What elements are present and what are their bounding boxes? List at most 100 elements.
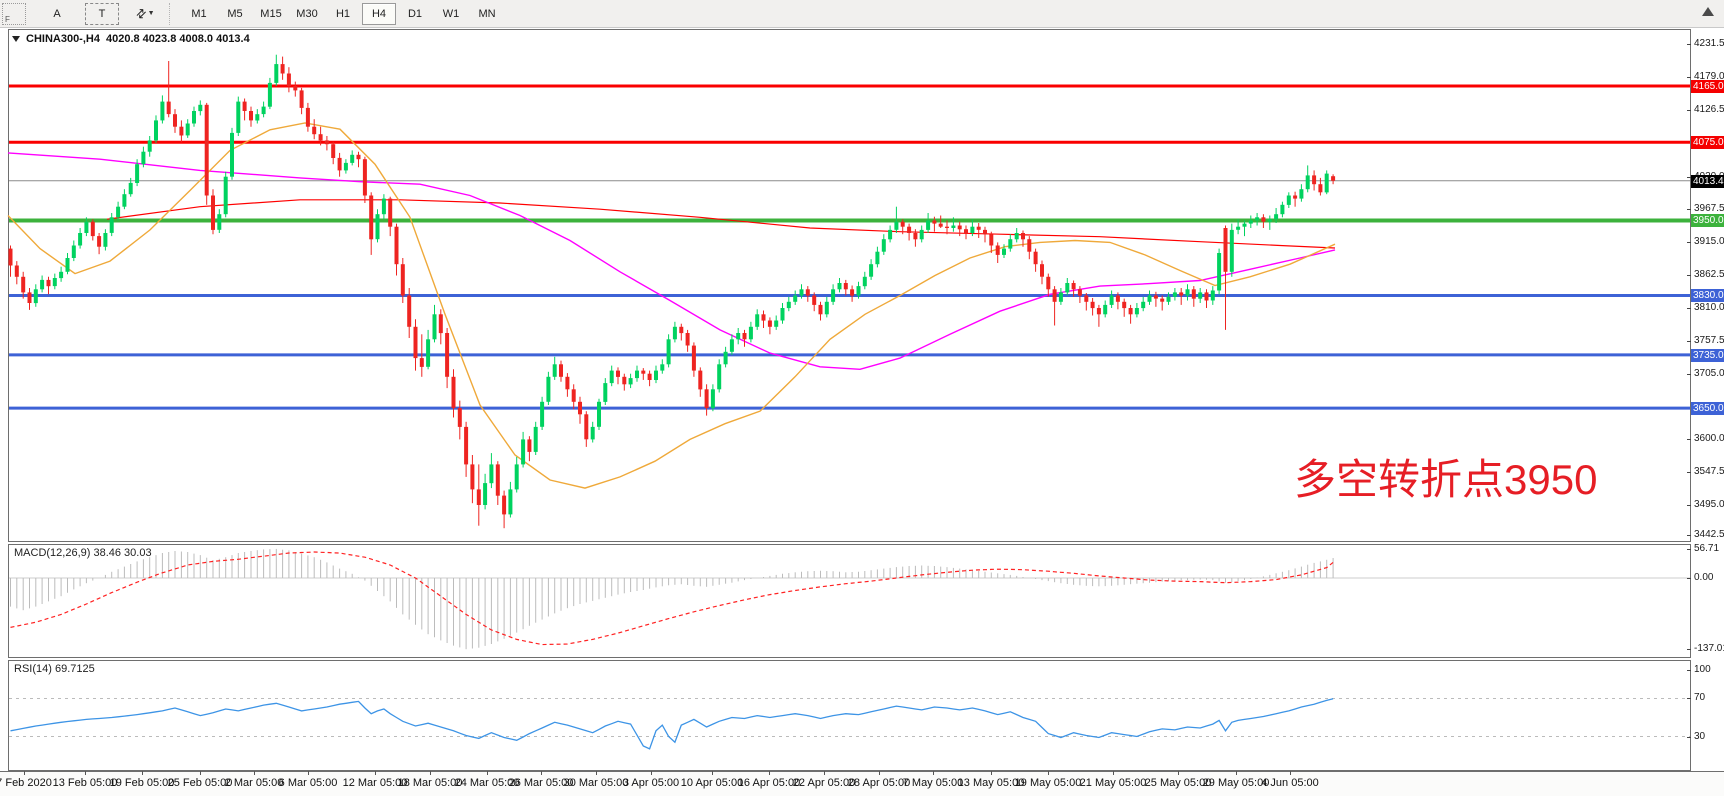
date-label: 29 May 05:00 xyxy=(1202,777,1270,789)
date-tick-mark xyxy=(1048,771,1049,775)
indicator-tick-label: 0.00 xyxy=(1694,572,1714,583)
chart-title: CHINA300-,H4 4020.8 4023.8 4008.0 4013.4 xyxy=(12,33,250,45)
toolbar-separator xyxy=(169,2,175,25)
indicator-tick-mark xyxy=(1687,549,1691,550)
text-box-tool-button[interactable]: T xyxy=(85,2,119,25)
date-tick-mark xyxy=(85,771,86,775)
date-tick-mark xyxy=(769,771,770,775)
timeframe-button-W1[interactable]: W1 xyxy=(442,7,460,20)
price-tick-label: 3757.5 xyxy=(1694,335,1724,346)
indicator-tick-mark xyxy=(1687,698,1691,699)
date-label: 12 Mar 05:00 xyxy=(342,777,408,789)
price-axis[interactable] xyxy=(1691,29,1724,771)
scroll-up-icon[interactable] xyxy=(1702,7,1714,16)
date-tick-mark xyxy=(596,771,597,775)
price-tick-mark xyxy=(1687,177,1691,178)
price-tick-mark xyxy=(1687,374,1691,375)
price-tick-label: 3547.5 xyxy=(1694,466,1724,477)
text-label-tool-button[interactable]: A xyxy=(53,7,61,20)
price-tick-label: 3442.5 xyxy=(1694,529,1724,540)
date-tick-mark xyxy=(541,771,542,775)
price-badge-4013.4: 4013.4 xyxy=(1691,174,1724,188)
price-tick-label: 4231.5 xyxy=(1694,38,1724,49)
indicator-tick-label: 100 xyxy=(1694,664,1711,675)
price-tick-label: 3967.5 xyxy=(1694,203,1724,214)
timeframe-button-M1[interactable]: M1 xyxy=(191,7,207,20)
timeframe-button-D1[interactable]: D1 xyxy=(407,7,423,20)
symbol-dropdown-icon[interactable] xyxy=(12,36,20,42)
timeframe-button-H1[interactable]: H1 xyxy=(335,7,351,20)
arrows-tool-icon: ⇅ xyxy=(132,4,150,23)
price-badge-4165.0: 4165.0 xyxy=(1691,79,1724,93)
toolbar: F A T ⇅ ▼ M1 M5 M15 M30 H1 H4 D1 W1 MN xyxy=(0,0,1724,28)
rsi-label: RSI(14) 69.7125 xyxy=(14,663,95,675)
timeframe-button-group: M1 M5 M15 M30 H1 H4 D1 W1 MN xyxy=(181,2,505,25)
indicator-tick-label: 30 xyxy=(1694,731,1706,742)
date-label: 7 May 05:00 xyxy=(902,777,964,789)
price-tick-mark xyxy=(1687,341,1691,342)
date-label: 21 May 05:00 xyxy=(1079,777,1147,789)
indicator-tick-label: 70 xyxy=(1694,692,1706,703)
date-label: 18 Mar 05:00 xyxy=(397,777,463,789)
toolbar-grip-icon[interactable]: F xyxy=(2,2,26,25)
price-tick-mark xyxy=(1687,308,1691,309)
price-tick-label: 3705.0 xyxy=(1694,368,1724,379)
price-badge-3735.0: 3735.0 xyxy=(1691,348,1724,362)
price-tick-mark xyxy=(1687,110,1691,111)
price-tick-mark xyxy=(1687,535,1691,536)
macd-panel[interactable] xyxy=(8,544,1691,658)
date-tick-mark xyxy=(1178,771,1179,775)
price-badge-3830.0: 3830.0 xyxy=(1691,288,1724,302)
tool-dropdown-caret-icon[interactable]: ▼ xyxy=(147,10,155,17)
price-tick-mark xyxy=(1687,505,1691,506)
date-tick-mark xyxy=(1236,771,1237,775)
date-label: 24 Mar 05:00 xyxy=(454,777,520,789)
date-tick-mark xyxy=(1290,771,1291,775)
date-label: 2 Mar 05:00 xyxy=(224,777,284,789)
price-tick-label: 3600.0 xyxy=(1694,433,1724,444)
price-badge-3650.0: 3650.0 xyxy=(1691,401,1724,415)
price-tick-label: 3915.0 xyxy=(1694,236,1724,247)
price-tick-label: 4126.5 xyxy=(1694,104,1724,115)
price-tick-label: 3862.5 xyxy=(1694,269,1724,280)
date-tick-mark xyxy=(142,771,143,775)
price-tick-mark xyxy=(1687,209,1691,210)
timeframe-button-M30[interactable]: M30 xyxy=(296,7,318,20)
timeframe-button-M5[interactable]: M5 xyxy=(227,7,243,20)
date-label: 13 May 05:00 xyxy=(957,777,1025,789)
date-label: 4 Jun 05:00 xyxy=(1261,777,1319,789)
date-label: 13 Feb 05:00 xyxy=(52,777,118,789)
indicator-tick-mark xyxy=(1687,737,1691,738)
timeframe-button-H4[interactable]: H4 xyxy=(362,2,396,25)
date-label: 28 Apr 05:00 xyxy=(847,777,911,789)
time-axis[interactable] xyxy=(0,771,1724,796)
date-tick-mark xyxy=(200,771,201,775)
date-label: 19 May 05:00 xyxy=(1014,777,1082,789)
date-tick-mark xyxy=(254,771,255,775)
date-label: 16 Apr 05:00 xyxy=(737,777,801,789)
indicator-tick-mark xyxy=(1687,649,1691,650)
price-tick-mark xyxy=(1687,77,1691,78)
date-tick-mark xyxy=(375,771,376,775)
price-badge-4075.0: 4075.0 xyxy=(1691,135,1724,149)
date-tick-mark xyxy=(879,771,880,775)
date-tick-mark xyxy=(24,771,25,775)
timeframe-button-M15[interactable]: M15 xyxy=(260,7,282,20)
price-tick-label: 3810.0 xyxy=(1694,302,1724,313)
rsi-panel[interactable] xyxy=(8,660,1691,771)
date-tick-mark xyxy=(712,771,713,775)
date-tick-mark xyxy=(991,771,992,775)
date-label: 25 May 05:00 xyxy=(1144,777,1212,789)
price-tick-mark xyxy=(1687,44,1691,45)
arrows-tool-button[interactable]: ⇅ ▼ xyxy=(128,3,162,25)
annotation-text: 多空转折点3950 xyxy=(1294,456,1598,503)
date-tick-mark xyxy=(933,771,934,775)
indicator-tick-mark xyxy=(1687,670,1691,671)
symbol-period-label: CHINA300-,H4 xyxy=(26,33,100,45)
date-label: 19 Feb 05:00 xyxy=(109,777,175,789)
price-tick-mark xyxy=(1687,439,1691,440)
date-label: 25 Feb 05:00 xyxy=(167,777,233,789)
timeframe-button-MN[interactable]: MN xyxy=(478,7,496,20)
price-tick-label: 3495.0 xyxy=(1694,499,1724,510)
date-label: 3 Apr 05:00 xyxy=(622,777,680,789)
